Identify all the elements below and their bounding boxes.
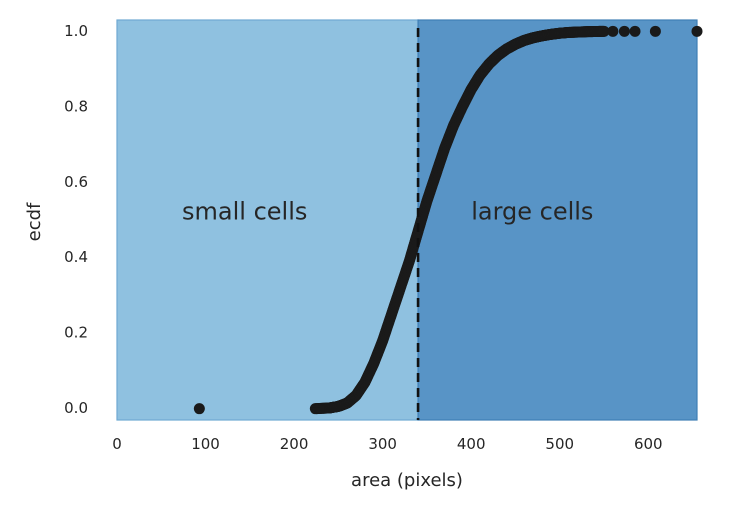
y-tick-label: 0.2 [64, 324, 88, 342]
region-label-small-cells: small cells [182, 197, 307, 225]
y-tick-label: 1.0 [64, 22, 88, 40]
ecdf-point [691, 25, 703, 37]
x-tick-label: 100 [191, 435, 220, 453]
y-tick-label: 0.8 [64, 97, 88, 115]
x-axis-label: area (pixels) [351, 470, 463, 491]
ecdf-point [629, 25, 641, 37]
x-tick-label: 600 [634, 435, 663, 453]
x-tick-label: 0 [112, 435, 122, 453]
x-tick-label: 300 [368, 435, 397, 453]
points-layer [193, 25, 703, 415]
ecdf-point [193, 403, 205, 415]
ecdf-point [598, 25, 610, 37]
ecdf-point [607, 25, 619, 37]
region-small-cells [116, 19, 419, 421]
x-axis-ticks: 0 100 200 300 400 500 600 [112, 435, 662, 453]
region-large-cells [417, 19, 698, 421]
region-label-large-cells: large cells [471, 197, 593, 225]
y-axis-ticks: 0.0 0.2 0.4 0.6 0.8 1.0 [64, 22, 88, 417]
y-tick-label: 0.0 [64, 399, 88, 417]
region-labels-layer: small cells large cells [182, 197, 593, 225]
x-tick-label: 500 [545, 435, 574, 453]
regions-layer [116, 19, 698, 421]
y-axis-label: ecdf [24, 202, 45, 241]
y-tick-label: 0.4 [64, 248, 88, 266]
y-tick-label: 0.6 [64, 173, 88, 191]
ecdf-point [618, 25, 630, 37]
ecdf-point [649, 25, 661, 37]
x-tick-label: 200 [280, 435, 309, 453]
x-tick-label: 400 [457, 435, 486, 453]
